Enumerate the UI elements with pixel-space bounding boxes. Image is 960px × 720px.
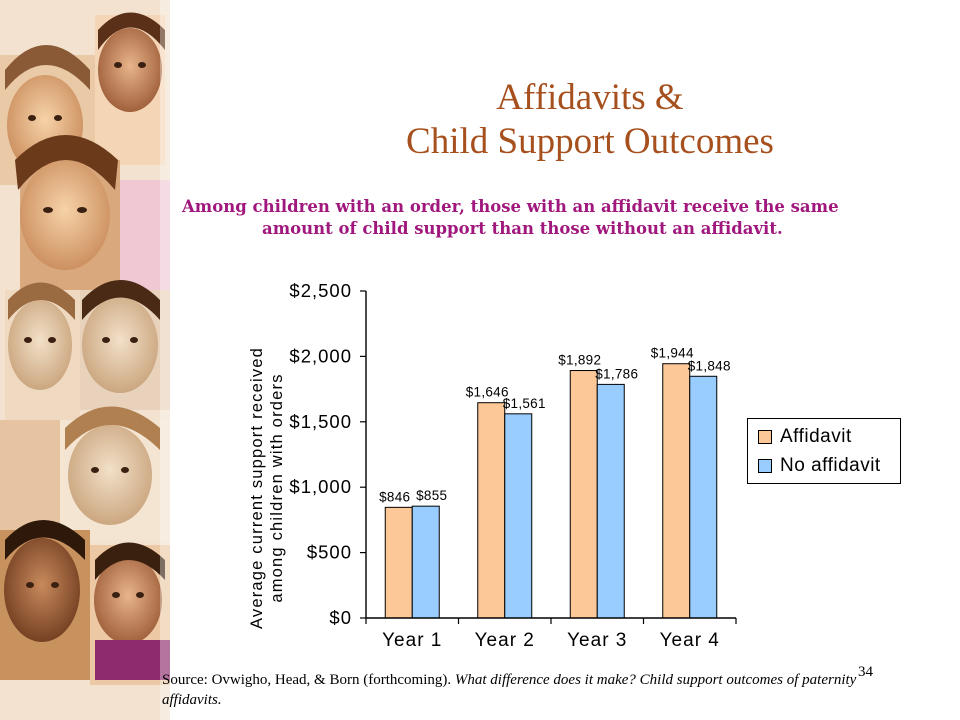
bar-no-affidavit xyxy=(411,505,440,619)
legend-label-no-affidavit: No affidavit xyxy=(780,455,881,476)
legend-label-affidavit: Affidavit xyxy=(780,426,852,447)
y-tick-label: $500 xyxy=(307,542,352,563)
x-tick-label: Year 4 xyxy=(660,630,720,651)
chart-legend: Affidavit No affidavit xyxy=(747,418,901,484)
children-portrait-collage xyxy=(0,0,170,720)
slide-number: 34 xyxy=(858,664,873,680)
bars xyxy=(384,363,718,619)
y-tick-label: $1,000 xyxy=(289,476,352,497)
y-tick-label: $1,500 xyxy=(289,411,352,432)
legend-swatch-no-affidavit xyxy=(758,459,772,473)
source-citation: Source: Ovwigho, Head, & Born (forthcomi… xyxy=(162,670,862,710)
x-tick-label: Year 1 xyxy=(382,630,442,651)
bar-data-label: $1,848 xyxy=(688,358,731,373)
bar-data-label: $1,786 xyxy=(595,366,638,381)
bar-data-label: $1,944 xyxy=(651,346,694,361)
y-tick-label: $2,000 xyxy=(289,345,352,366)
x-axis-ticks: Year 1 Year 2 Year 3 Year 4 xyxy=(365,618,737,651)
subtitle-line-1: Among children with an order, those with… xyxy=(182,197,839,216)
bar-affidavit xyxy=(477,402,506,619)
slide-subtitle: Among children with an order, those with… xyxy=(182,196,922,240)
source-prefix: Source: Ovwigho, Head, & Born (forthcomi… xyxy=(162,672,455,688)
bar-data-label: $846 xyxy=(379,489,410,504)
title-line-1: Affidavits & xyxy=(496,77,684,118)
x-tick-label: Year 3 xyxy=(567,630,627,651)
source-title: What difference does it make? Child supp… xyxy=(162,672,857,708)
y-axis-ticks: $0 $500 $1,000 $1,500 $2,000 $2,500 xyxy=(289,280,366,628)
legend-swatch-affidavit xyxy=(758,430,772,444)
y-axis-label-line-2: among children with orders xyxy=(268,373,286,602)
bar-no-affidavit xyxy=(689,375,718,619)
subtitle-line-2: amount of child support than those witho… xyxy=(262,219,783,238)
bar-data-labels: $846 $1,646 $1,892 $1,944 $855 $1,561 $1,786 $1… xyxy=(379,346,731,505)
bar-affidavit xyxy=(662,363,691,619)
slide-title: Affidavits & Child Support Outcomes xyxy=(290,76,890,164)
y-tick-label: $2,500 xyxy=(289,280,352,301)
legend-item-affidavit: Affidavit xyxy=(758,426,852,448)
y-axis-label-line-1: Average current support received xyxy=(248,347,266,629)
y-axis-label: Average current support received among c… xyxy=(248,347,286,629)
bar-no-affidavit xyxy=(504,413,533,619)
x-tick-label: Year 2 xyxy=(475,630,535,651)
title-line-2: Child Support Outcomes xyxy=(406,121,774,162)
bar-chart: Average current support received among c… xyxy=(248,280,737,651)
bar-data-label: $1,892 xyxy=(558,353,601,368)
bar-data-label: $855 xyxy=(416,488,447,503)
collage-image xyxy=(0,0,170,720)
legend-item-no-affidavit: No affidavit xyxy=(758,455,881,477)
bar-data-label: $1,561 xyxy=(503,396,546,411)
bar-affidavit xyxy=(569,370,598,619)
bar-affidavit xyxy=(384,506,413,619)
bar-no-affidavit xyxy=(596,383,625,619)
bar-data-label: $1,646 xyxy=(466,385,509,400)
y-tick-label: $0 xyxy=(329,607,352,628)
